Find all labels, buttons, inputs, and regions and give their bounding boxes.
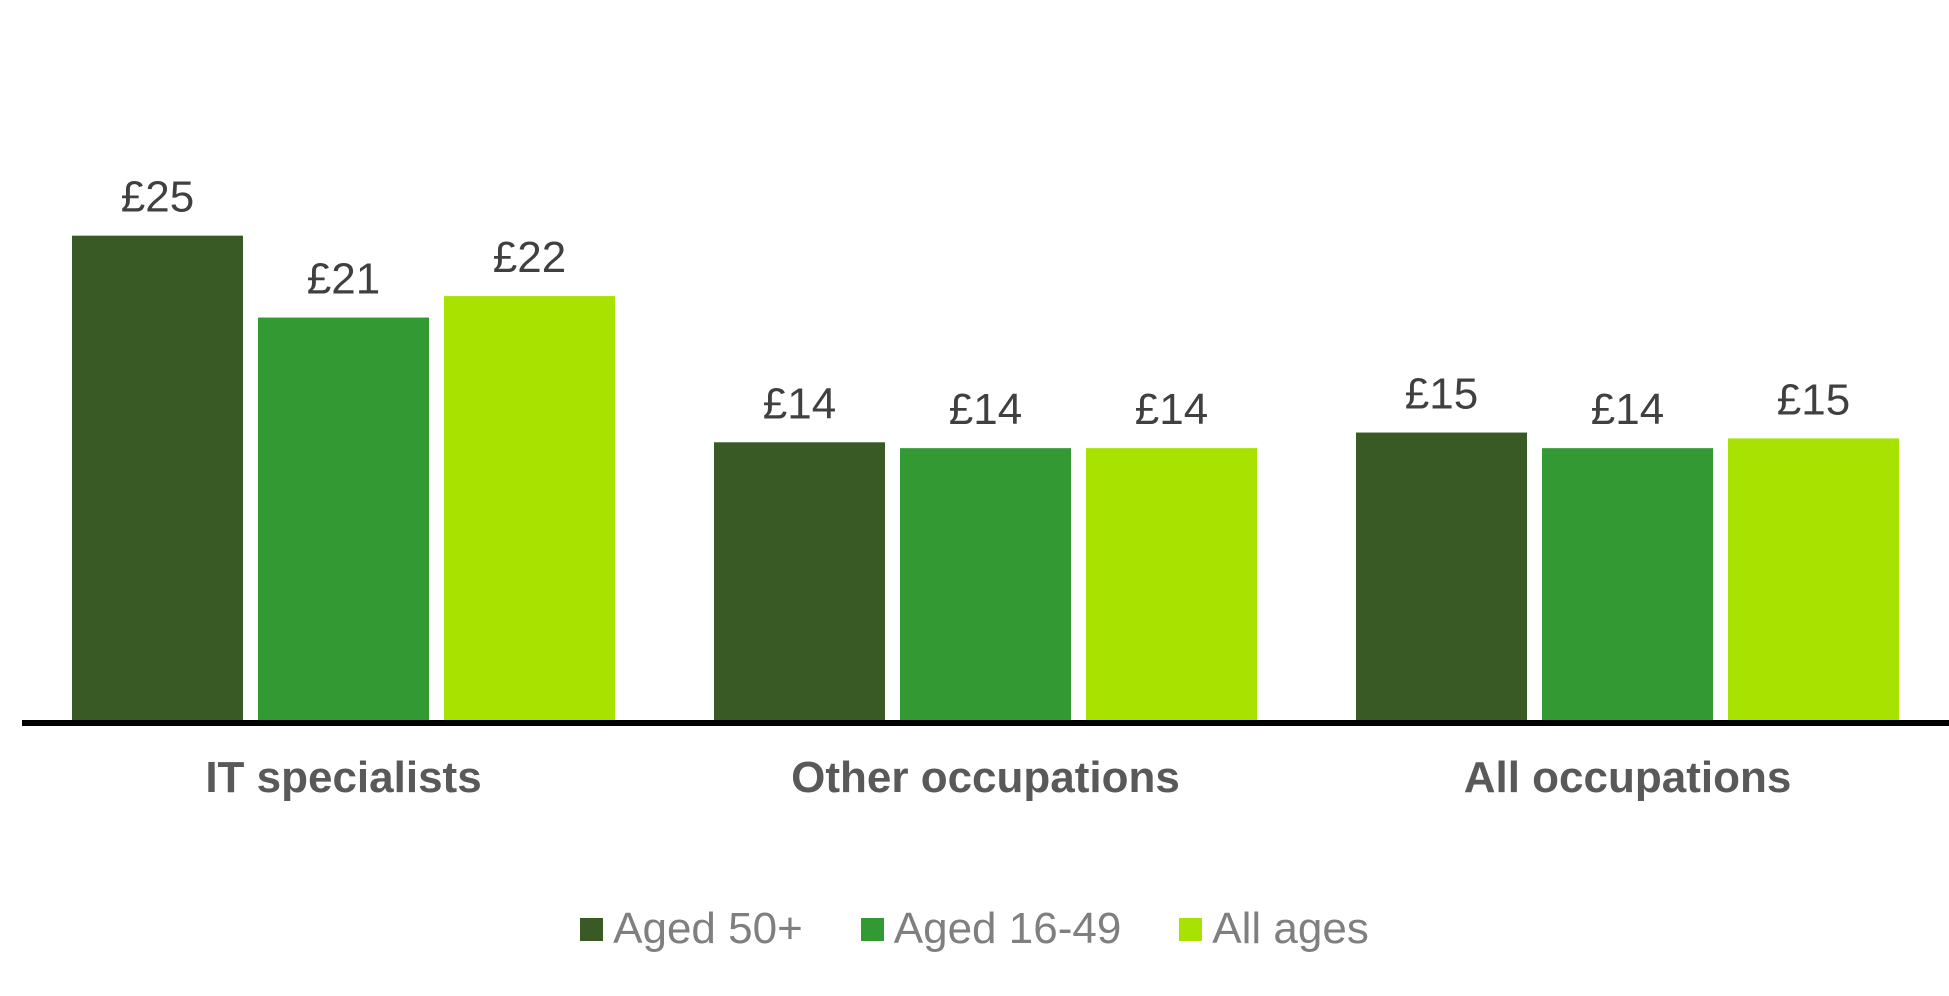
legend-item: Aged 50+ [580,904,803,954]
data-label: £21 [307,255,380,304]
bar [1542,448,1713,723]
data-label: £15 [1405,370,1478,419]
bar [900,448,1071,723]
bar [258,317,429,723]
bar [444,296,615,723]
data-label: £25 [121,173,194,222]
legend-swatch [1179,917,1203,941]
data-label: £14 [763,379,836,428]
x-tick-label: Other occupations [791,753,1180,802]
data-label: £14 [1591,385,1664,434]
legend-label: Aged 16-49 [893,904,1122,953]
x-tick-label: IT specialists [205,753,481,802]
legend-swatch [580,917,604,941]
x-tick-label: All occupations [1464,753,1792,802]
legend: Aged 50+ Aged 16-49 All ages [0,904,1949,954]
bar [72,235,243,723]
bar [1356,432,1527,723]
bar [714,442,885,723]
data-label: £22 [493,233,566,282]
data-label: £14 [1135,385,1208,434]
legend-item: All ages [1179,904,1369,954]
legend-label: All ages [1212,904,1369,953]
bar [1086,448,1257,723]
data-label: £14 [949,385,1022,434]
legend-swatch [860,917,884,941]
bar [1728,438,1899,723]
data-label: £15 [1777,375,1850,424]
legend-item: Aged 16-49 [860,904,1122,954]
legend-label: Aged 50+ [613,904,803,953]
